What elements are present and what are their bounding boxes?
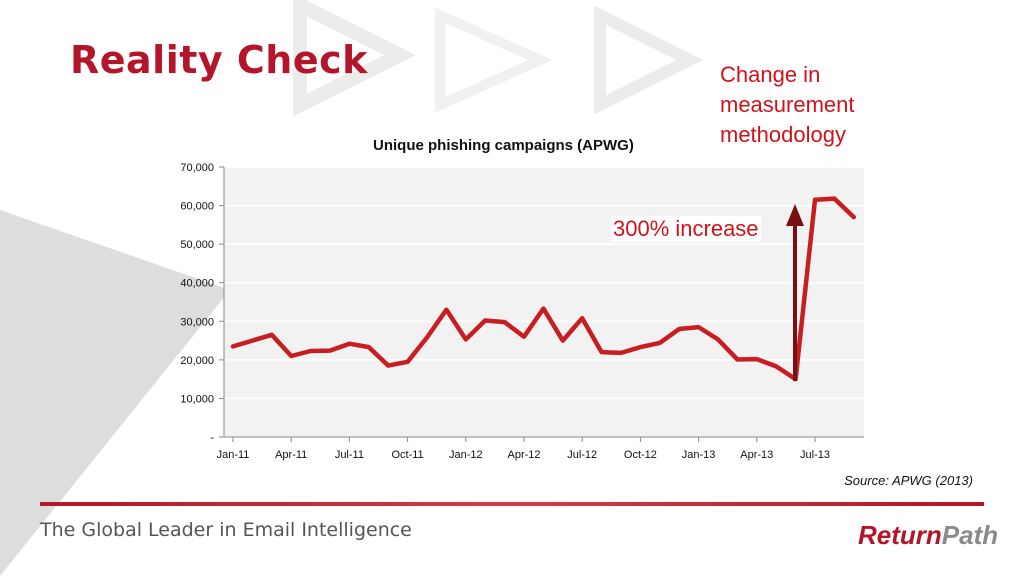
y-tick-label: 20,000 <box>180 355 214 367</box>
x-tick-label: Jan-12 <box>449 449 483 461</box>
x-tick-label: Apr-13 <box>740 449 773 461</box>
y-tick-label: 60,000 <box>180 201 214 213</box>
chart-title: Unique phishing campaigns (APWG) <box>373 137 634 154</box>
logo-word-path: Path <box>941 520 999 550</box>
footer-divider <box>40 502 984 506</box>
series-line <box>230 196 857 382</box>
x-tick-label: Apr-11 <box>275 449 307 461</box>
callout-increase: 300% increase <box>611 216 761 242</box>
faint-arrow-decoration-3 <box>435 7 553 113</box>
returnpath-logo: ReturnPath <box>858 520 998 551</box>
y-tick-label: 50,000 <box>180 239 214 251</box>
logo-word-return: Return <box>858 520 942 550</box>
x-tick-label: Jul-13 <box>800 449 830 461</box>
footer-tagline: The Global Leader in Email Intelligence <box>40 519 412 541</box>
faint-arrow-decoration-1 <box>293 0 416 117</box>
faint-arrow-decoration-2 <box>594 5 704 115</box>
y-tick-label: 30,000 <box>180 316 214 328</box>
slide-title: Reality Check <box>70 38 368 82</box>
x-tick-label: Oct-11 <box>391 449 423 461</box>
source-note: Source: APWG (2013) <box>844 473 973 488</box>
x-tick-label: Apr-12 <box>507 449 540 461</box>
callout-method-change: Change in measurement methodology <box>720 62 855 147</box>
x-tick-label: Oct-12 <box>624 449 657 461</box>
x-tick-label: Jul-12 <box>567 449 597 461</box>
x-tick-label: Jan-13 <box>682 449 716 461</box>
x-tick-label: Jul-11 <box>335 449 364 461</box>
x-tick-label: Jan-11 <box>217 449 250 461</box>
y-tick-label: 10,000 <box>180 393 214 405</box>
increase-arrow-head <box>786 204 804 226</box>
grey-triangle-decoration <box>0 210 230 576</box>
y-tick-label: - <box>210 432 214 444</box>
y-tick-label: 70,000 <box>180 162 214 174</box>
y-tick-label: 40,000 <box>180 278 214 290</box>
plot-area <box>224 167 864 437</box>
